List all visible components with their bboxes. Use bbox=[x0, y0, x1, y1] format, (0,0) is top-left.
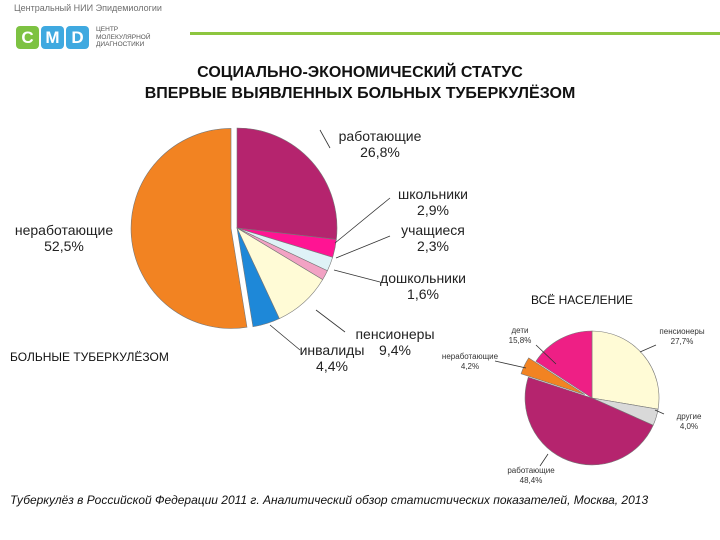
title-line-1: СОЦИАЛЬНО-ЭКОНОМИЧЕСКИЙ СТАТУС bbox=[197, 64, 523, 81]
org-name: Центральный НИИ Эпидемиологии bbox=[14, 3, 162, 13]
small-label-working: работающие 48,4% bbox=[496, 466, 566, 486]
label-pensioners: пенсионеры 9,4% bbox=[340, 326, 450, 358]
small-label-others: другие 4,0% bbox=[664, 412, 714, 432]
source-footer: Туберкулёз в Российской Федерации 2011 г… bbox=[10, 493, 649, 507]
small-label-others-value: 4,0% bbox=[679, 422, 699, 431]
label-pensioners-name: пенсионеры bbox=[355, 326, 435, 342]
label-schoolchildren: школьники 2,9% bbox=[388, 186, 478, 218]
chart-title-patients: БОЛЬНЫЕ ТУБЕРКУЛЁЗОМ bbox=[10, 350, 169, 364]
label-unemployed: неработающие 52,5% bbox=[4, 222, 124, 254]
label-schoolchildren-name: школьники bbox=[398, 186, 468, 202]
small-label-unemployed: неработающие 4,2% bbox=[440, 352, 500, 372]
small-label-pensioners-name: пенсионеры bbox=[659, 327, 705, 336]
patients-slice-0 bbox=[236, 127, 338, 240]
label-schoolchildren-value: 2,9% bbox=[417, 202, 449, 218]
population-slice-0 bbox=[591, 330, 660, 410]
pie-chart-population bbox=[520, 330, 660, 466]
small-label-children-value: 15,8% bbox=[508, 336, 532, 345]
logo-letter-d: D bbox=[66, 26, 89, 49]
label-students-name: учащиеся bbox=[401, 222, 465, 238]
small-label-children: дети 15,8% bbox=[500, 326, 540, 346]
logo-letter-m: M bbox=[41, 26, 64, 49]
label-working-value: 26,8% bbox=[360, 144, 400, 160]
label-preschoolers: дошкольники 1,6% bbox=[368, 270, 478, 302]
label-disabled-name: инвалиды bbox=[299, 342, 365, 358]
logo-subtitle: ЦЕНТР МОЛЕКУЛЯРНОЙ ДИАГНОСТИКИ bbox=[96, 26, 151, 49]
label-preschoolers-value: 1,6% bbox=[407, 286, 439, 302]
header-divider bbox=[190, 32, 720, 35]
cmd-logo: C M D ЦЕНТР МОЛЕКУЛЯРНОЙ ДИАГНОСТИКИ bbox=[16, 26, 156, 49]
title-line-2: ВПЕРВЫЕ ВЫЯВЛЕННЫХ БОЛЬНЫХ ТУБЕРКУЛЁЗОМ bbox=[144, 85, 576, 102]
small-label-pensioners: пенсионеры 27,7% bbox=[652, 327, 712, 347]
population-slice-2 bbox=[524, 376, 654, 466]
small-label-pensioners-value: 27,7% bbox=[670, 337, 694, 346]
patients-slice-5 bbox=[236, 227, 280, 328]
page-title: СОЦИАЛЬНО-ЭКОНОМИЧЕСКИЙ СТАТУС ВПЕРВЫЕ В… bbox=[0, 62, 720, 104]
label-pensioners-value: 9,4% bbox=[379, 342, 411, 358]
leader-line-9 bbox=[654, 409, 665, 415]
small-label-unemployed-value: 4,2% bbox=[460, 362, 480, 371]
small-label-working-name: работающие bbox=[507, 466, 555, 475]
small-label-others-name: другие bbox=[676, 412, 702, 421]
population-slice-4 bbox=[535, 330, 593, 399]
leader-line-8 bbox=[639, 344, 657, 353]
population-slice-3 bbox=[520, 357, 585, 395]
leader-line-3 bbox=[333, 269, 381, 283]
small-label-children-name: дети bbox=[511, 326, 529, 335]
patients-slice-6 bbox=[130, 128, 248, 329]
chart-title-population: ВСЁ НАСЕЛЕНИЕ bbox=[531, 293, 633, 307]
label-preschoolers-name: дошкольники bbox=[380, 270, 466, 286]
label-disabled-value: 4,4% bbox=[316, 358, 348, 374]
label-unemployed-name: неработающие bbox=[14, 222, 114, 238]
leader-line-1 bbox=[334, 197, 391, 244]
leader-line-2 bbox=[335, 235, 391, 259]
label-students: учащиеся 2,3% bbox=[388, 222, 478, 254]
label-unemployed-value: 52,5% bbox=[44, 238, 84, 254]
small-label-working-value: 48,4% bbox=[519, 476, 543, 485]
label-working: работающие 26,8% bbox=[330, 128, 430, 160]
leader-line-4 bbox=[315, 309, 346, 333]
label-disabled: инвалиды 4,4% bbox=[292, 342, 372, 374]
leader-line-0 bbox=[319, 129, 331, 149]
leader-line-10 bbox=[539, 453, 549, 467]
leader-lines bbox=[269, 129, 665, 467]
leader-line-5 bbox=[269, 324, 301, 351]
label-working-name: работающие bbox=[338, 128, 422, 144]
pie-chart-patients bbox=[130, 127, 338, 329]
small-label-unemployed-name: неработающие bbox=[441, 352, 499, 361]
logo-letter-c: C bbox=[16, 26, 39, 49]
leader-line-7 bbox=[494, 360, 527, 369]
label-students-value: 2,3% bbox=[417, 238, 449, 254]
leader-line-6 bbox=[535, 344, 557, 365]
